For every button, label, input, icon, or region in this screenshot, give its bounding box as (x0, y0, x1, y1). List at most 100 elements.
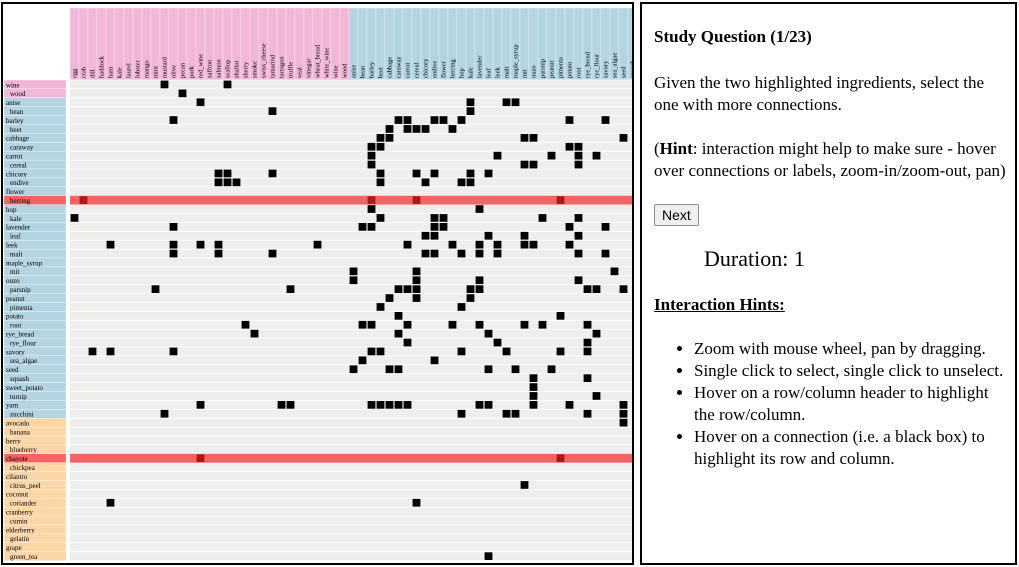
connection-cell[interactable] (430, 116, 439, 124)
row-label[interactable]: cranberry (6, 509, 33, 517)
connection-cell[interactable] (376, 214, 385, 222)
row-label[interactable]: malt (10, 250, 22, 258)
connection-cell[interactable] (592, 392, 601, 400)
row-label[interactable]: squash (10, 375, 30, 383)
row-label[interactable]: maple_syrup (6, 259, 43, 267)
row-label[interactable]: sea_algae (10, 357, 37, 365)
column-label[interactable]: seed (620, 66, 627, 78)
connection-cell[interactable] (106, 240, 115, 249)
column-label[interactable]: rye_flour (593, 53, 600, 78)
column-label[interactable]: beet (377, 67, 384, 78)
connection-cell[interactable] (394, 365, 403, 374)
column-label[interactable]: salmon (215, 58, 222, 78)
row-label[interactable]: leek (6, 242, 18, 250)
column-label[interactable]: lavender (476, 55, 483, 78)
row-label[interactable]: potato (6, 313, 24, 321)
connection-cell[interactable] (358, 223, 367, 231)
row-label[interactable]: cilantro (6, 473, 28, 481)
column-label[interactable]: pork (188, 65, 195, 78)
connection-cell[interactable] (574, 276, 583, 285)
connection-cell[interactable] (448, 240, 457, 249)
column-label[interactable]: wood (341, 63, 348, 78)
connection-cell[interactable] (619, 418, 628, 427)
connection-cell[interactable] (196, 454, 205, 463)
connection-cell[interactable] (286, 401, 295, 409)
connection-cell[interactable] (466, 98, 475, 107)
column-label[interactable]: truffle (287, 62, 294, 78)
connection-cell[interactable] (574, 231, 583, 240)
connection-cell[interactable] (619, 401, 628, 409)
column-label[interactable]: potato (566, 62, 573, 78)
connection-cell[interactable] (376, 303, 385, 311)
column-label[interactable]: crab (80, 67, 87, 78)
connection-cell[interactable] (223, 80, 232, 89)
connection-cell[interactable] (268, 249, 277, 258)
connection-cell[interactable] (403, 338, 412, 347)
column-label[interactable]: endive (431, 61, 438, 78)
column-label[interactable]: bean (359, 65, 366, 78)
connection-cell[interactable] (169, 347, 178, 356)
connection-cell[interactable] (592, 329, 601, 338)
column-label[interactable]: olive (170, 65, 177, 78)
connection-cell[interactable] (412, 267, 421, 276)
connection-cell[interactable] (214, 178, 223, 187)
connection-cell[interactable] (169, 240, 178, 249)
row-label[interactable]: endive (10, 179, 29, 187)
connection-cell[interactable] (493, 151, 502, 160)
row-label[interactable]: mit (10, 268, 19, 276)
connection-cell[interactable] (421, 125, 430, 133)
connection-cell[interactable] (367, 401, 376, 409)
connection-cell[interactable] (466, 294, 475, 302)
row-label[interactable]: citrus_peel (10, 482, 41, 490)
connection-cell[interactable] (475, 320, 484, 329)
connection-cell[interactable] (457, 409, 466, 418)
highlighted-row[interactable] (70, 195, 632, 205)
column-label[interactable]: squash (629, 60, 632, 78)
connection-cell[interactable] (601, 116, 610, 124)
row-label[interactable]: grape (6, 544, 22, 552)
connection-cell[interactable] (313, 240, 322, 249)
connection-cell[interactable] (268, 107, 277, 115)
column-label[interactable]: peanut (548, 60, 555, 78)
column-label[interactable]: egg (71, 68, 78, 78)
connection-cell[interactable] (511, 98, 520, 107)
connection-cell[interactable] (367, 320, 376, 329)
connection-cell[interactable] (160, 80, 169, 89)
row-label[interactable]: yam (6, 402, 19, 410)
column-label[interactable]: chicory (422, 58, 429, 78)
connection-cell[interactable] (169, 249, 178, 258)
connection-cell[interactable] (367, 205, 376, 213)
connection-cell[interactable] (70, 214, 79, 222)
connection-cell[interactable] (520, 160, 529, 169)
connection-cell[interactable] (529, 160, 538, 169)
row-label[interactable]: banana (10, 428, 31, 436)
connection-cell[interactable] (367, 347, 376, 356)
connection-cell[interactable] (367, 151, 376, 160)
row-label[interactable]: green_tea (10, 553, 38, 561)
connection-cell[interactable] (169, 116, 178, 124)
row-label[interactable]: coriander (10, 500, 37, 508)
connection-cell[interactable] (574, 142, 583, 151)
connection-cell[interactable] (223, 178, 232, 187)
adjacency-matrix-panel[interactable]: egg crab dill haddock ham kale laurel lobster ma… (1, 2, 634, 565)
connection-cell[interactable] (196, 98, 205, 107)
connection-cell[interactable] (484, 169, 493, 178)
connection-cell[interactable] (88, 347, 97, 356)
column-label[interactable]: smoke (251, 61, 258, 78)
connection-cell[interactable] (196, 401, 205, 409)
connection-cell[interactable] (394, 329, 403, 338)
connection-cell[interactable] (574, 249, 583, 258)
connection-cell[interactable] (583, 320, 592, 329)
connection-cell[interactable] (529, 134, 538, 142)
row-label[interactable]: coconut (6, 491, 28, 499)
connection-cell[interactable] (583, 409, 592, 418)
connection-cell[interactable] (250, 329, 259, 338)
connection-cell[interactable] (457, 347, 466, 356)
column-label[interactable]: cabbage (386, 57, 393, 78)
connection-cell[interactable] (79, 196, 88, 204)
connection-cell[interactable] (574, 160, 583, 169)
column-label[interactable]: rye_bread (584, 51, 591, 78)
connection-cell[interactable] (502, 98, 511, 107)
connection-cell[interactable] (286, 285, 295, 293)
connection-cell[interactable] (412, 294, 421, 302)
